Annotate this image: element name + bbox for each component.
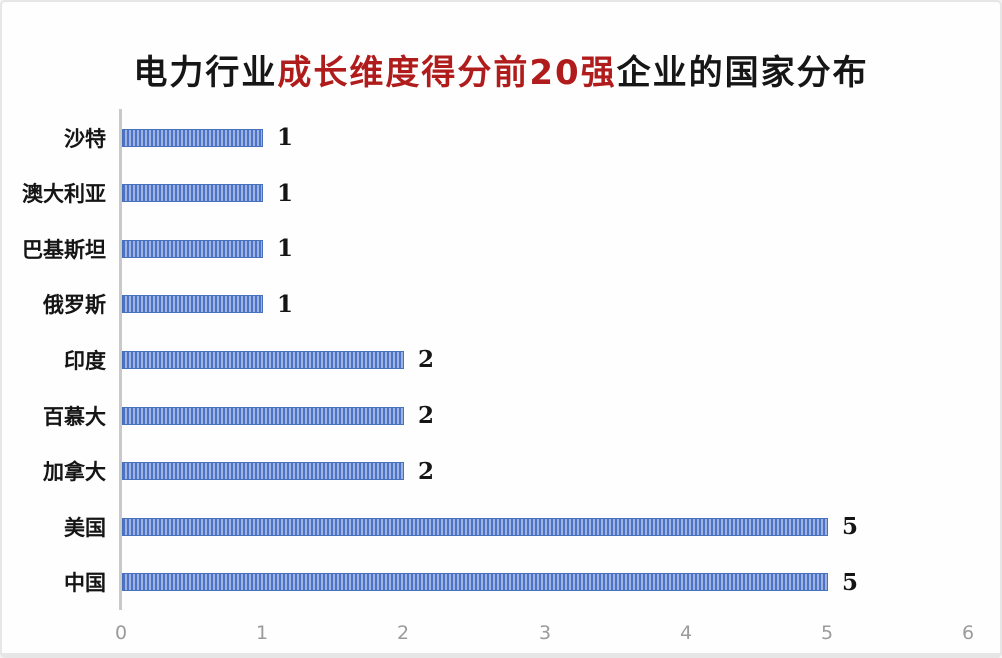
bar (122, 517, 828, 536)
bar (122, 128, 263, 147)
bar-row: 美国 5 (2, 499, 1000, 554)
value-label: 2 (418, 346, 435, 374)
y-axis-line (119, 109, 122, 610)
bar (122, 406, 404, 425)
bar (122, 184, 263, 203)
value-label: 5 (842, 568, 859, 596)
x-tick-label: 0 (114, 622, 128, 644)
chart-title-part-black-2: 企业的国家分布 (616, 52, 869, 93)
bar (122, 295, 263, 314)
bar-row: 中国 5 (2, 555, 1000, 610)
chart-title-part-red: 成长维度得分前20强 (277, 52, 617, 93)
category-label: 印度 (64, 348, 106, 373)
value-label: 1 (277, 235, 294, 263)
chart-title: 电力行业成长维度得分前20强企业的国家分布 (2, 51, 1000, 95)
category-label: 俄罗斯 (43, 293, 106, 318)
value-label: 1 (277, 179, 294, 207)
bar-row: 加拿大 2 (2, 444, 1000, 499)
plot-area: 沙特 1 澳大利亚 1 巴基斯坦 1 俄罗斯 1 印度 2 百慕大 2 加拿大 2 美国 5 中国 5 (2, 110, 1000, 610)
bar (122, 462, 404, 481)
value-label: 2 (418, 402, 435, 429)
category-label: 澳大利亚 (22, 182, 106, 207)
bar (122, 350, 404, 369)
value-label: 5 (842, 513, 859, 541)
value-label: 2 (418, 457, 435, 485)
x-tick-label: 4 (679, 622, 693, 644)
value-label: 1 (277, 124, 294, 152)
category-label: 沙特 (64, 126, 106, 151)
category-label: 百慕大 (43, 404, 106, 429)
value-label: 1 (277, 290, 294, 318)
chart-title-part-black-1: 电力行业 (133, 52, 278, 93)
bar (122, 573, 828, 592)
x-tick-label: 2 (396, 622, 410, 644)
category-label: 中国 (64, 571, 106, 596)
bar-row: 印度 2 (2, 332, 1000, 387)
bar-row: 百慕大 2 (2, 388, 1000, 443)
x-tick-label: 6 (961, 622, 975, 644)
bar-row: 沙特 1 (2, 110, 1000, 165)
bar-row: 俄罗斯 1 (2, 277, 1000, 332)
x-tick-label: 1 (255, 622, 269, 644)
x-tick-label: 3 (538, 622, 552, 644)
bar (122, 239, 263, 258)
bar-row: 澳大利亚 1 (2, 166, 1000, 221)
category-label: 加拿大 (43, 460, 106, 485)
category-label: 巴基斯坦 (22, 237, 106, 262)
x-tick-label: 5 (820, 622, 834, 644)
bar-row: 巴基斯坦 1 (2, 221, 1000, 276)
category-label: 美国 (64, 515, 106, 540)
